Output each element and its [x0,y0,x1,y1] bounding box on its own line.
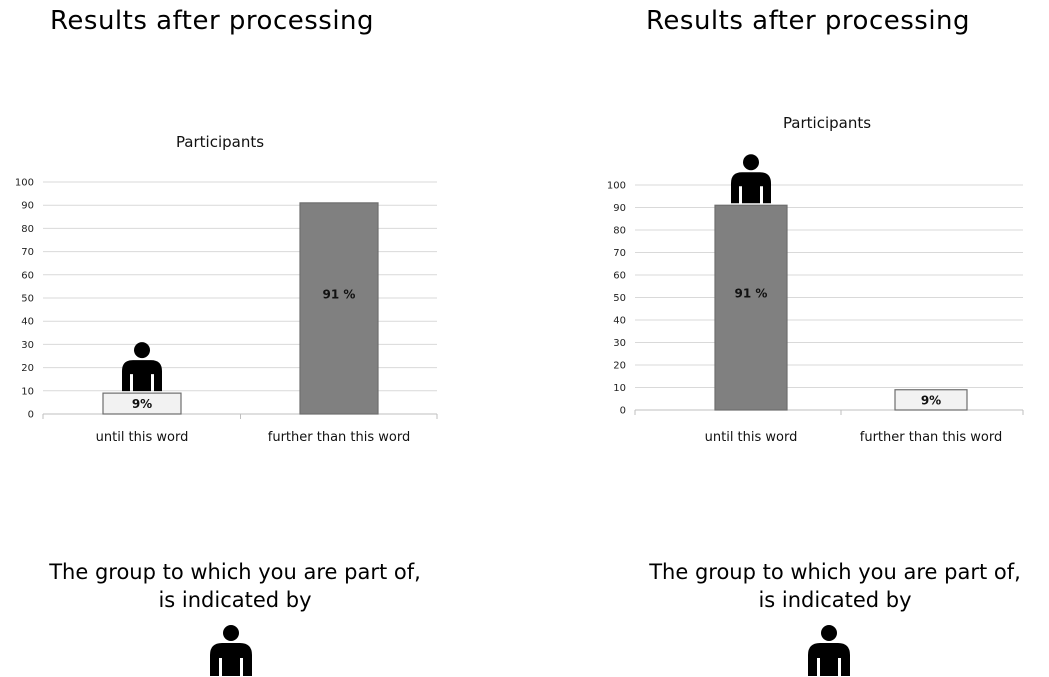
y-tick-label: 40 [21,317,34,328]
panel-heading: Results after processing [646,6,971,36]
results-panel-right: Results after processing Participants 0 10… [590,0,1049,677]
y-tick-label: 50 [613,293,626,304]
person-icon-body [731,172,771,204]
chart-title: Participants [783,114,871,132]
y-tick-label: 70 [613,248,626,259]
data-label: 9% [132,397,152,411]
bar [894,389,968,411]
person-icon [210,625,252,676]
x-category-label: further than this word [268,430,410,445]
bar-chart-left: Participants 0 10 20 30 40 50 60 70 80 90 100 9% unti… [15,133,438,445]
chart-title: Participants [176,133,264,151]
y-tick-label: 80 [613,226,626,237]
group-note-line2: is indicated by [758,588,912,612]
y-tick-label: 60 [21,270,34,281]
results-panel-left: Results after processing Participants 0 10… [0,0,500,677]
x-category-label: until this word [96,430,189,445]
person-icon-head [134,342,150,359]
x-category-label: further than this word [860,430,1002,445]
bar-chart-right: Participants 0 10 20 30 40 50 60 70 80 90 100 91 % un… [607,114,1024,445]
group-note-line2: is indicated by [158,588,312,612]
person-icon [731,154,771,204]
bar [299,202,379,415]
group-note: The group to which you are part of, is i… [10,558,460,614]
data-label: 9% [921,393,941,407]
data-label: 91 % [735,287,768,301]
person-icon [122,342,162,392]
y-tick-label: 100 [15,178,34,189]
y-tick-label: 50 [21,294,34,305]
x-category-label: until this word [705,430,798,445]
y-tick-label: 60 [613,271,626,282]
bar [102,392,182,415]
person-icon-head [743,154,759,171]
y-tick-label: 90 [21,201,34,212]
y-tick-label: 30 [21,340,34,351]
y-tick-label: 10 [613,383,626,394]
y-tick-label: 20 [613,361,626,372]
data-label: 91 % [323,287,356,301]
panel-heading: Results after processing [50,6,375,36]
group-note-line1: The group to which you are part of, [649,560,1021,584]
y-tick-label: 70 [21,247,34,258]
y-tick-label: 100 [607,181,626,192]
y-tick-label: 40 [613,316,626,327]
bar [714,204,788,411]
group-note-line1: The group to which you are part of, [49,560,421,584]
y-tick-label: 10 [21,386,34,397]
person-icon [808,625,850,676]
y-tick-label: 20 [21,363,34,374]
y-tick-label: 0 [620,406,626,417]
y-tick-label: 90 [613,203,626,214]
person-icon-body [122,360,162,392]
y-tick-label: 30 [613,338,626,349]
y-tick-label: 80 [21,224,34,235]
y-tick-label: 0 [28,410,34,421]
group-note: The group to which you are part of, is i… [620,558,1049,614]
